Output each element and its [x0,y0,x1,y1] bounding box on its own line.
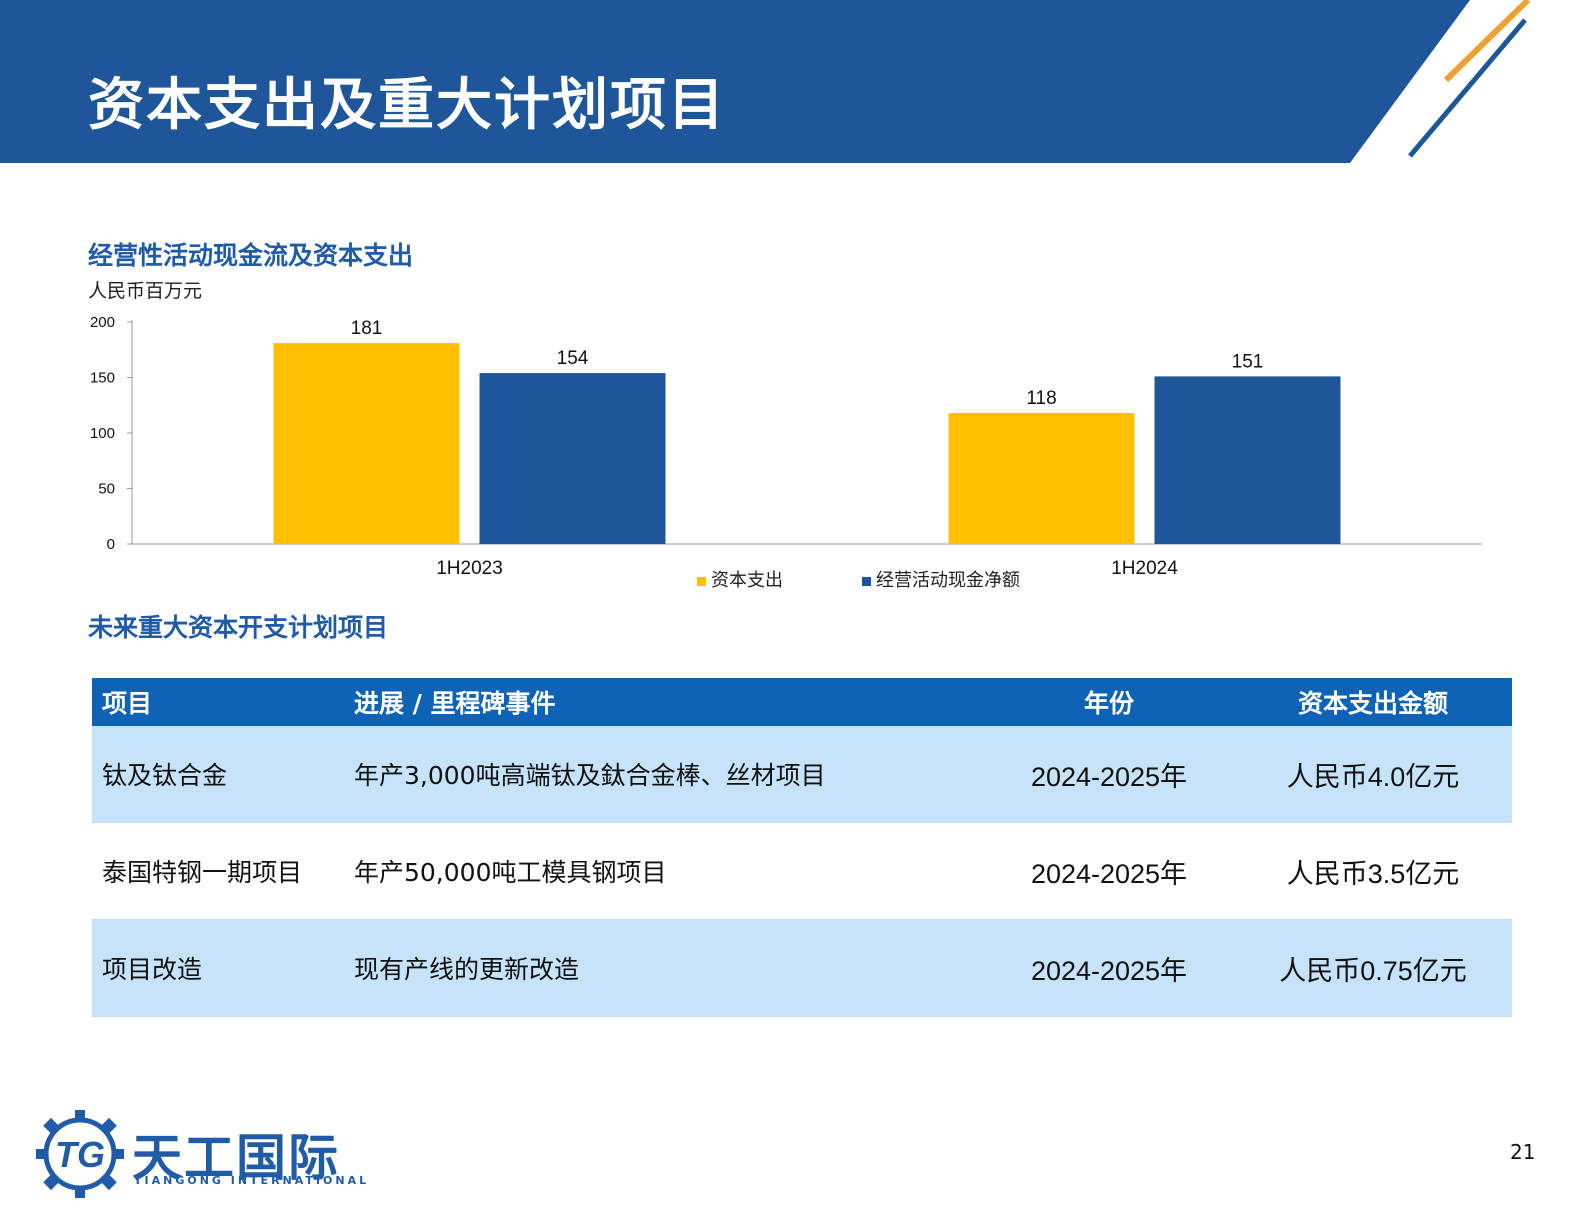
table-row: 项目改造 现有产线的更新改造 2024-2025年 人民币0.75亿元 [92,919,1512,1017]
bar [1154,376,1341,544]
y-tick-label: 150 [90,370,115,387]
cell-milestone: 年产3,000吨高端钛及鈦合金棒、丝材项目 [344,726,984,823]
logo-chinese-name: 天工国际 [132,1129,340,1187]
bar [948,413,1135,544]
page-title: 资本支出及重大计划项目 [88,73,726,138]
legend-swatch [697,577,706,586]
bar-value-label: 151 [1232,351,1264,372]
header-amount: 资本支出金额 [1234,678,1512,726]
bar-value-label: 181 [351,318,383,339]
cell-milestone: 年产50,000吨工模具钢项目 [344,822,984,920]
bar [479,373,666,544]
header-year: 年份 [984,678,1234,726]
cell-year: 2024-2025年 [984,919,1234,1017]
cell-amount: 人民币4.0亿元 [1234,726,1512,823]
cell-milestone: 现有产线的更新改造 [344,919,984,1017]
x-category-label: 1H2024 [1111,558,1178,579]
table-row: 钛及钛合金 年产3,000吨高端钛及鈦合金棒、丝材项目 2024-2025年 人… [92,726,1512,823]
header-stripe-orange [1443,0,1531,83]
table-header-row: 项目 进展 / 里程碑事件 年份 资本支出金额 [92,678,1512,726]
cell-project: 项目改造 [92,919,344,1017]
cell-year: 2024-2025年 [984,726,1234,823]
bar [273,343,460,544]
cell-project: 泰国特钢一期项目 [92,822,344,920]
y-tick-label: 100 [90,425,115,442]
legend-label: 经营活动现金净额 [876,570,1020,591]
table-row: 泰国特钢一期项目 年产50,000吨工模具钢项目 2024-2025年 人民币3… [92,822,1512,920]
chart-section-title: 经营性活动现金流及资本支出 [88,241,414,270]
y-tick-label: 200 [90,314,115,331]
header-stripe-blue [1408,18,1527,158]
table-section-title: 未来重大资本开支计划项目 [88,613,389,642]
bar-value-label: 154 [557,348,589,369]
cell-amount: 人民币0.75亿元 [1234,919,1512,1017]
bar-value-label: 118 [1026,388,1056,409]
logo-english-name: TIANGONG INTERNATIONAL [134,1174,370,1187]
chart-unit-label: 人民币百万元 [88,280,203,302]
logo-mark: TG [55,1134,105,1175]
x-category-label: 1H2023 [436,558,503,579]
cell-project: 钛及钛合金 [92,726,344,823]
page-number: 21 [1510,1140,1536,1164]
capex-plan-table-wrap: 项目 进展 / 里程碑事件 年份 资本支出金额 钛及钛合金 年产3,000吨高端… [92,678,1584,1017]
header-band [0,0,1531,163]
header-background [0,0,1470,163]
cell-amount: 人民币3.5亿元 [1234,822,1512,920]
cell-year: 2024-2025年 [984,822,1234,920]
header-project: 项目 [92,678,344,726]
y-tick-label: 0 [107,536,115,553]
y-tick-label: 50 [98,481,115,498]
legend-swatch [862,577,871,586]
bar-chart: 0 50 100 150 200 181 154 1H2023 118 151 1H2024 资本… [90,314,1482,591]
gear-logo-icon: TG [36,1110,124,1198]
header-milestone: 进展 / 里程碑事件 [344,678,984,726]
legend-label: 资本支出 [711,570,783,591]
capex-plan-table: 项目 进展 / 里程碑事件 年份 资本支出金额 钛及钛合金 年产3,000吨高端… [92,678,1512,1017]
